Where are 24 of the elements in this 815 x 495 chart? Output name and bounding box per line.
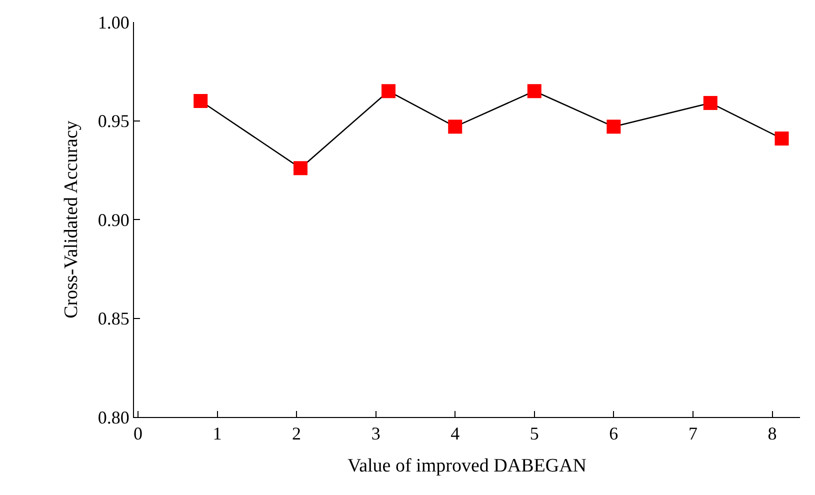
- x-axis-title: Value of improved DABEGAN: [347, 455, 587, 476]
- x-tick-label: 5: [530, 424, 539, 444]
- x-tick-label: 0: [133, 424, 142, 444]
- point: [194, 94, 208, 108]
- point: [606, 120, 621, 134]
- x-tick-label: 7: [688, 424, 698, 444]
- x-tick-label: 4: [450, 424, 460, 444]
- point: [448, 120, 462, 134]
- x-tick-label: 8: [768, 424, 777, 444]
- x-tick-label: 2: [292, 424, 302, 444]
- y-tick-label: 1.00: [98, 12, 130, 32]
- y-axis-title: Cross-Validated Accuracy: [60, 120, 82, 318]
- point: [294, 161, 308, 176]
- y-tick-label: 0.85: [98, 308, 130, 329]
- point: [382, 84, 396, 98]
- point: [703, 96, 718, 110]
- y-tick-label: 0.95: [98, 111, 130, 132]
- x-tick-label: 3: [371, 424, 380, 444]
- point: [527, 84, 542, 98]
- y-tick-label: 0.90: [98, 210, 130, 230]
- x-tick-label: 6: [609, 424, 618, 444]
- y-tick-label: 0.80: [98, 407, 130, 428]
- x-tick-label: 1: [212, 424, 222, 444]
- point: [774, 132, 789, 146]
